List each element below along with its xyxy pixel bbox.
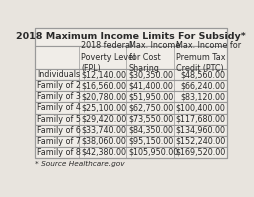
Text: $20,780.00: $20,780.00 — [81, 92, 126, 101]
Bar — [35, 147, 79, 158]
Text: Family of 4: Family of 4 — [37, 103, 80, 112]
Bar — [35, 147, 226, 158]
Bar — [173, 147, 226, 158]
Text: $48,560.00: $48,560.00 — [179, 70, 224, 79]
Bar — [35, 102, 226, 113]
Text: * Source Healthcare.gov: * Source Healthcare.gov — [35, 161, 124, 167]
Text: 2018 Maximum Income Limits For Subsidy*: 2018 Maximum Income Limits For Subsidy* — [16, 33, 245, 41]
Bar — [173, 69, 226, 80]
Bar — [79, 69, 126, 80]
Text: $62,750.00: $62,750.00 — [128, 103, 173, 112]
Bar — [126, 69, 173, 80]
Text: Family of 2: Family of 2 — [37, 81, 81, 90]
Bar — [173, 113, 226, 125]
Bar — [126, 46, 173, 69]
Bar — [173, 46, 226, 69]
Bar — [35, 28, 226, 46]
Bar — [35, 80, 226, 91]
Text: $117,680.00: $117,680.00 — [174, 115, 224, 124]
Bar — [79, 46, 126, 69]
Text: $51,950.00: $51,950.00 — [128, 92, 173, 101]
Text: $29,420.00: $29,420.00 — [81, 115, 126, 124]
Bar — [126, 113, 173, 125]
Bar — [35, 46, 79, 69]
Bar — [173, 125, 226, 136]
Text: $152,240.00: $152,240.00 — [174, 137, 224, 146]
Bar — [79, 113, 126, 125]
Text: $83,120.00: $83,120.00 — [179, 92, 224, 101]
Bar — [173, 91, 226, 102]
Bar — [79, 102, 126, 113]
Bar — [126, 91, 173, 102]
Bar — [126, 147, 173, 158]
Bar — [173, 136, 226, 147]
Text: $42,380.00: $42,380.00 — [81, 148, 126, 157]
Bar — [35, 113, 226, 125]
Text: $95,150.00: $95,150.00 — [128, 137, 173, 146]
Bar — [35, 91, 79, 102]
Bar — [126, 125, 173, 136]
Text: $25,100.00: $25,100.00 — [81, 103, 126, 112]
Text: $33,740.00: $33,740.00 — [81, 126, 126, 135]
Bar — [126, 102, 173, 113]
Bar — [79, 147, 126, 158]
Bar — [35, 136, 79, 147]
Bar — [79, 91, 126, 102]
Text: $41,400.00: $41,400.00 — [128, 81, 173, 90]
Text: $169,520.00: $169,520.00 — [174, 148, 224, 157]
Text: $134,960.00: $134,960.00 — [174, 126, 224, 135]
Bar — [35, 136, 226, 147]
Text: Family of 6: Family of 6 — [37, 126, 80, 135]
Text: $16,560.00: $16,560.00 — [81, 81, 126, 90]
Text: Max. Income for
Premum Tax
Credit (PTC): Max. Income for Premum Tax Credit (PTC) — [176, 41, 241, 73]
Bar — [35, 125, 79, 136]
Text: Family of 7: Family of 7 — [37, 137, 81, 146]
Bar — [173, 102, 226, 113]
Bar — [35, 80, 79, 91]
Bar — [79, 80, 126, 91]
Bar — [35, 46, 226, 69]
Bar — [35, 28, 226, 158]
Text: $30,350.00: $30,350.00 — [128, 70, 173, 79]
Text: $73,550.00: $73,550.00 — [128, 115, 173, 124]
Bar — [79, 125, 126, 136]
Bar — [173, 80, 226, 91]
Bar — [35, 91, 226, 102]
Bar — [35, 102, 79, 113]
Text: $38,060.00: $38,060.00 — [81, 137, 126, 146]
Bar — [126, 80, 173, 91]
Text: Individuals: Individuals — [37, 70, 80, 79]
Bar — [35, 125, 226, 136]
Text: $105,950.00: $105,950.00 — [128, 148, 178, 157]
Bar — [35, 69, 226, 80]
Bar — [35, 113, 79, 125]
Bar — [126, 136, 173, 147]
Text: Max. Income
for Cost
Sharing: Max. Income for Cost Sharing — [128, 41, 180, 73]
Text: 2018 federal
Poverty Level
(FPL): 2018 federal Poverty Level (FPL) — [81, 41, 135, 73]
Text: Family of 3: Family of 3 — [37, 92, 80, 101]
Text: $84,350.00: $84,350.00 — [128, 126, 173, 135]
Bar — [35, 69, 79, 80]
Text: $66,240.00: $66,240.00 — [179, 81, 224, 90]
Text: $100,400.00: $100,400.00 — [174, 103, 224, 112]
Text: Family of 8: Family of 8 — [37, 148, 80, 157]
Text: Family of 5: Family of 5 — [37, 115, 81, 124]
Text: $12,140.00: $12,140.00 — [81, 70, 126, 79]
Bar — [79, 136, 126, 147]
